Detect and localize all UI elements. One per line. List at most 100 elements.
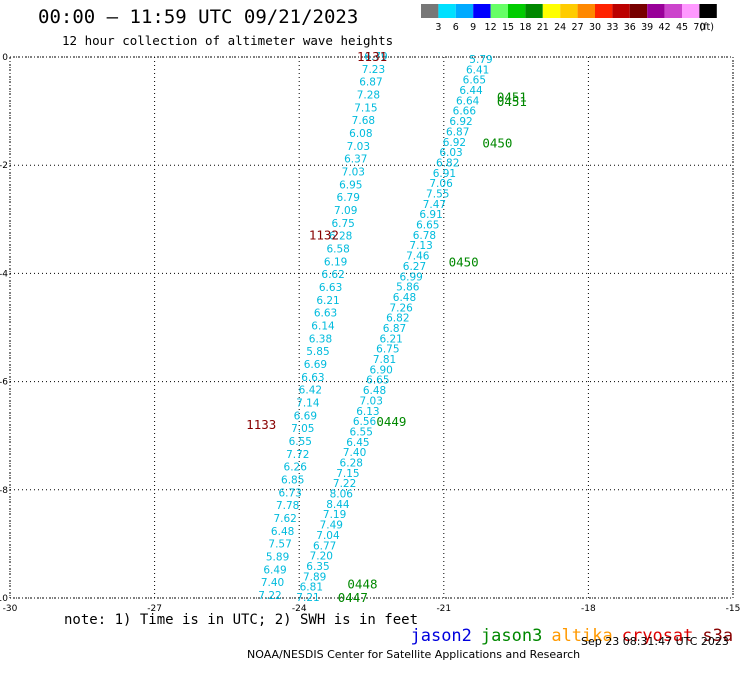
scale-swatch <box>455 4 474 18</box>
swh-value-left-track: 6.55 <box>289 436 312 448</box>
pass-time-label: 1131 <box>357 49 387 64</box>
swh-value-middle-track: 6.66 <box>453 106 477 118</box>
swh-value-middle-track: 6.56 <box>353 416 377 428</box>
swh-value-left-track: 6.85 <box>281 475 304 487</box>
swh-value-middle-track: 7.40 <box>343 447 366 459</box>
scale-label: 6 <box>453 22 459 33</box>
swh-value-left-track: 6.48 <box>271 526 294 538</box>
swh-value-left-track: 7.03 <box>342 167 365 179</box>
swh-value-left-track: 7.40 <box>261 577 284 589</box>
swh-value-left-track: 7.03 <box>347 141 370 153</box>
lon-tick-label: -24 <box>292 604 307 614</box>
swh-value-left-track: 6.08 <box>349 128 372 140</box>
lat-tick-label: 0 <box>2 53 8 63</box>
scale-label: 70 <box>693 22 705 33</box>
swh-value-middle-track: 6.65 <box>416 220 439 232</box>
swh-value-left-track: 7.72 <box>286 449 309 461</box>
swh-value-left-track: 6.63 <box>314 308 337 320</box>
lat-tick-label: -10 <box>0 594 8 604</box>
swh-value-middle-track: 6.81 <box>300 582 323 594</box>
legend-cryosat: cryosat <box>621 626 694 646</box>
swh-value-middle-track: 7.49 <box>320 520 343 532</box>
swh-value-left-track: 5.89 <box>266 552 289 564</box>
swh-value-middle-track: 6.75 <box>376 344 399 356</box>
swh-value-middle-track: 6.64 <box>456 95 480 107</box>
swh-value-middle-track: 6.48 <box>393 292 416 304</box>
scale-swatch <box>542 4 561 18</box>
swh-value-middle-track: 6.91 <box>419 209 442 221</box>
swh-value-left-track: 6.42 <box>299 385 322 397</box>
lat-tick-label: -4 <box>0 269 8 279</box>
lat-tick-label: -6 <box>0 378 8 388</box>
pass-time-label: 0450 <box>449 255 479 270</box>
swh-value-left-track: 6.73 <box>278 487 301 499</box>
swh-value-middle-track: 6.41 <box>466 64 489 76</box>
scale-swatch <box>508 4 526 18</box>
swh-value-middle-track: 7.81 <box>373 354 396 366</box>
swh-value-left-track: 6.87 <box>359 77 382 89</box>
scale-swatch <box>699 4 717 18</box>
scale-label: 27 <box>572 22 584 33</box>
lat-tick-label: -8 <box>0 486 8 496</box>
swh-value-middle-track: 6.92 <box>443 137 466 149</box>
satellite-legend: jason2 jason3 altika cryosat s3a <box>390 606 740 646</box>
swh-value-middle-track: 7.20 <box>310 551 333 563</box>
scale-swatch <box>438 4 456 18</box>
swh-value-left-track: 6.63 <box>319 282 342 294</box>
swh-value-left-track: 7.57 <box>268 539 291 551</box>
footer-timestamp: Sep 23 08:31:47 UTC 2023 <box>581 635 729 648</box>
map-subtitle: 12 hour collection of altimeter wave hei… <box>62 33 394 48</box>
scale-swatch <box>560 4 578 18</box>
swh-value-middle-track: 6.78 <box>413 230 436 242</box>
swh-value-middle-track: 6.91 <box>433 168 456 180</box>
pass-time-label: 0447 <box>338 590 368 605</box>
swh-value-middle-track: 6.45 <box>346 437 369 449</box>
footnote: note: 1) Time is in UTC; 2) SWH is in fe… <box>64 612 419 628</box>
scale-label: 3 <box>435 22 441 33</box>
scale-label: 39 <box>641 22 653 33</box>
map-grid <box>9 56 734 599</box>
swh-value-middle-track: 6.87 <box>446 126 469 138</box>
scale-swatch <box>629 4 648 18</box>
swh-value-left-track: 6.38 <box>309 333 332 345</box>
swh-value-left-track: 6.79 <box>337 192 360 204</box>
swh-value-left-track: 6.69 <box>294 410 317 422</box>
swh-value-middle-track: 7.21 <box>296 592 319 604</box>
swh-value-middle-track: 7.46 <box>406 251 430 263</box>
swh-value-left-track: 6.75 <box>331 218 354 230</box>
swh-value-left-track: 7.09 <box>334 205 357 217</box>
swh-value-middle-track: 5.86 <box>396 282 420 294</box>
swh-value-middle-track: 6.82 <box>386 313 409 325</box>
swh-value-left-track: 6.28 <box>329 231 352 243</box>
swh-value-middle-track: 7.19 <box>323 509 346 521</box>
swh-value-left-track: 7.23 <box>362 64 385 76</box>
scale-label: 18 <box>519 22 531 33</box>
lon-tick-label: -30 <box>3 604 18 614</box>
swh-value-left-track: 7.14 <box>296 398 320 410</box>
pass-time-label: 0450 <box>482 136 512 151</box>
footer: NOAA/NESDIS Center for Satellite Applica… <box>240 635 729 674</box>
scale-swatch <box>577 4 595 18</box>
swh-value-middle-track: 6.55 <box>350 426 373 438</box>
map-title: 00:00 – 11:59 UTC 09/21/2023 <box>38 6 359 28</box>
scale-swatch <box>647 4 665 18</box>
scale-swatch <box>682 4 700 18</box>
swh-value-left-track: 6.37 <box>344 154 367 166</box>
swh-value-middle-track: 6.27 <box>403 261 426 273</box>
scale-label: 12 <box>485 22 497 33</box>
swh-value-middle-track: 7.13 <box>409 240 432 252</box>
swh-value-middle-track: 7.06 <box>429 178 453 190</box>
lon-tick-label: -18 <box>581 604 596 614</box>
swh-value-middle-track: 7.03 <box>360 395 383 407</box>
legend-altika: altika <box>551 626 613 646</box>
swh-value-left-track: 6.69 <box>304 359 327 371</box>
legend-jason3: jason3 <box>480 626 543 646</box>
pass-time-label: 1132 <box>309 228 339 243</box>
scale-swatch <box>595 4 613 18</box>
swh-value-middle-track: 7.47 <box>423 199 446 211</box>
swh-value-left-track: 6.95 <box>339 179 362 191</box>
swh-value-middle-track: 6.77 <box>313 540 336 552</box>
swh-value-middle-track: 5.79 <box>469 54 492 66</box>
pass-time-label: 0451 <box>497 94 527 109</box>
swh-value-middle-track: 7.89 <box>303 571 326 583</box>
